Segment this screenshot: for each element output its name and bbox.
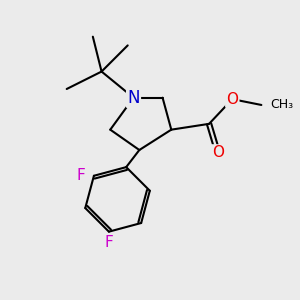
Text: O: O: [212, 146, 224, 160]
Text: O: O: [226, 92, 238, 107]
Text: F: F: [76, 168, 85, 183]
Text: F: F: [104, 235, 113, 250]
Text: N: N: [127, 89, 140, 107]
Text: CH₃: CH₃: [270, 98, 293, 112]
